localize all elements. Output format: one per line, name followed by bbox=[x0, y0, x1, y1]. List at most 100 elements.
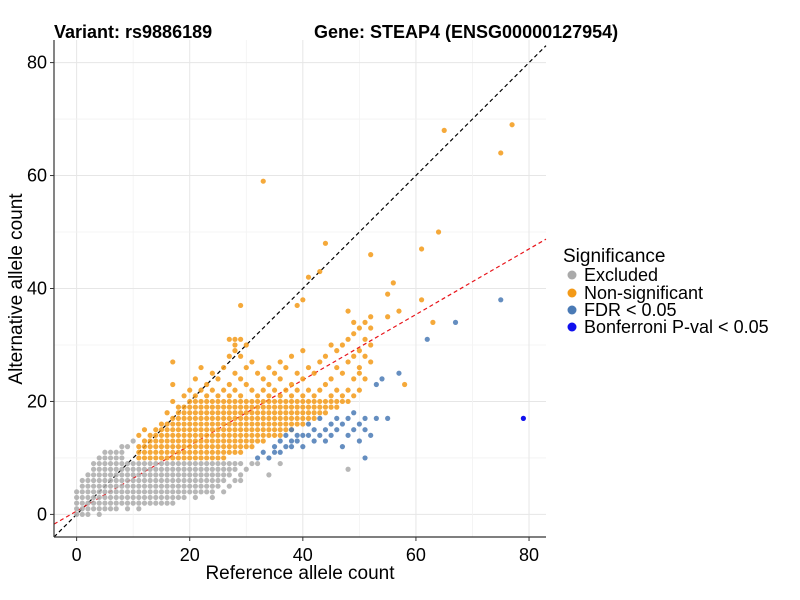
point-non-significant bbox=[170, 438, 176, 444]
point-excluded bbox=[107, 483, 114, 489]
point-non-significant bbox=[192, 444, 198, 450]
point-excluded bbox=[107, 449, 114, 455]
point-excluded bbox=[96, 466, 102, 472]
point-excluded bbox=[90, 483, 97, 489]
point-non-significant bbox=[260, 398, 266, 405]
point-non-significant bbox=[226, 381, 232, 388]
point-non-significant bbox=[328, 342, 334, 348]
point-non-significant bbox=[170, 455, 176, 461]
point-non-significant bbox=[328, 376, 334, 382]
point-excluded bbox=[136, 506, 142, 512]
point-non-significant bbox=[136, 455, 142, 461]
point-non-significant bbox=[260, 415, 266, 421]
point-non-significant bbox=[238, 432, 244, 438]
point-non-significant bbox=[311, 398, 317, 405]
point-non-significant bbox=[226, 353, 232, 359]
point-excluded bbox=[119, 472, 125, 478]
point-excluded bbox=[192, 483, 198, 489]
point-non-significant bbox=[243, 438, 249, 444]
point-non-significant bbox=[238, 336, 244, 342]
point-non-significant bbox=[351, 393, 357, 399]
point-excluded bbox=[164, 494, 170, 501]
point-excluded bbox=[209, 483, 215, 489]
point-non-significant bbox=[158, 427, 165, 433]
point-non-significant bbox=[238, 415, 244, 421]
point-excluded bbox=[192, 466, 198, 472]
point-non-significant bbox=[266, 410, 272, 416]
point-non-significant bbox=[243, 415, 249, 421]
point-non-significant bbox=[215, 421, 221, 427]
point-excluded bbox=[141, 472, 148, 478]
point-excluded bbox=[164, 483, 170, 489]
point-non-significant bbox=[164, 427, 170, 433]
point-non-significant bbox=[288, 421, 295, 427]
point-non-significant bbox=[209, 438, 215, 444]
point-excluded bbox=[153, 477, 159, 484]
point-non-significant bbox=[238, 398, 244, 405]
point-non-significant bbox=[305, 410, 312, 416]
point-non-significant bbox=[192, 427, 198, 433]
point-non-significant bbox=[215, 393, 221, 399]
point-non-significant bbox=[226, 438, 232, 444]
point-non-significant bbox=[283, 421, 289, 427]
point-non-significant bbox=[198, 455, 204, 461]
y-tick-label: 20 bbox=[27, 391, 47, 411]
legend: Significance Excluded Non-significant FD… bbox=[563, 246, 769, 337]
point-non-significant bbox=[362, 336, 368, 342]
point-fdr-0-05 bbox=[283, 444, 289, 450]
point-excluded bbox=[164, 466, 170, 472]
x-tick-label: 0 bbox=[72, 545, 82, 565]
point-excluded bbox=[221, 466, 227, 472]
point-non-significant bbox=[266, 432, 272, 438]
point-non-significant bbox=[271, 387, 278, 393]
point-non-significant bbox=[226, 421, 232, 427]
grid-lines bbox=[54, 40, 546, 537]
point-non-significant bbox=[175, 444, 182, 450]
point-non-significant bbox=[158, 421, 165, 427]
point-non-significant bbox=[238, 404, 244, 410]
point-fdr-0-05 bbox=[271, 449, 278, 455]
point-excluded bbox=[102, 472, 108, 478]
point-non-significant bbox=[170, 427, 176, 433]
point-non-significant bbox=[175, 421, 182, 427]
point-non-significant bbox=[339, 370, 346, 376]
point-non-significant bbox=[368, 325, 374, 331]
point-excluded bbox=[170, 460, 176, 467]
point-non-significant bbox=[198, 404, 204, 410]
point-excluded bbox=[74, 500, 80, 506]
x-axis-ticks: 0 20 40 60 80 bbox=[72, 537, 539, 565]
point-non-significant bbox=[277, 432, 283, 438]
point-excluded bbox=[204, 472, 210, 478]
y-tick-label: 40 bbox=[27, 279, 47, 299]
point-non-significant bbox=[226, 410, 232, 416]
point-non-significant bbox=[221, 404, 227, 410]
point-non-significant bbox=[322, 410, 329, 416]
point-non-significant bbox=[175, 432, 182, 438]
point-non-significant bbox=[254, 404, 261, 410]
point-excluded bbox=[198, 477, 204, 484]
point-excluded bbox=[119, 455, 125, 461]
point-excluded bbox=[113, 500, 119, 506]
point-excluded bbox=[147, 483, 153, 489]
point-non-significant bbox=[204, 444, 210, 450]
point-excluded bbox=[345, 466, 351, 472]
point-excluded bbox=[215, 477, 221, 484]
point-non-significant bbox=[345, 336, 351, 342]
point-non-significant bbox=[238, 376, 244, 382]
point-non-significant bbox=[232, 387, 238, 393]
point-non-significant bbox=[232, 370, 238, 376]
point-non-significant bbox=[153, 432, 159, 438]
point-non-significant bbox=[322, 381, 329, 388]
point-non-significant bbox=[198, 427, 204, 433]
point-non-significant bbox=[249, 421, 255, 427]
point-non-significant bbox=[441, 127, 447, 133]
point-excluded bbox=[147, 489, 153, 495]
point-non-significant bbox=[215, 449, 221, 455]
y-tick-label: 60 bbox=[27, 166, 47, 186]
point-excluded bbox=[79, 494, 85, 501]
point-excluded bbox=[238, 460, 244, 467]
point-non-significant bbox=[300, 415, 306, 421]
point-non-significant bbox=[181, 415, 187, 421]
point-non-significant bbox=[277, 404, 283, 410]
point-non-significant bbox=[141, 438, 148, 444]
